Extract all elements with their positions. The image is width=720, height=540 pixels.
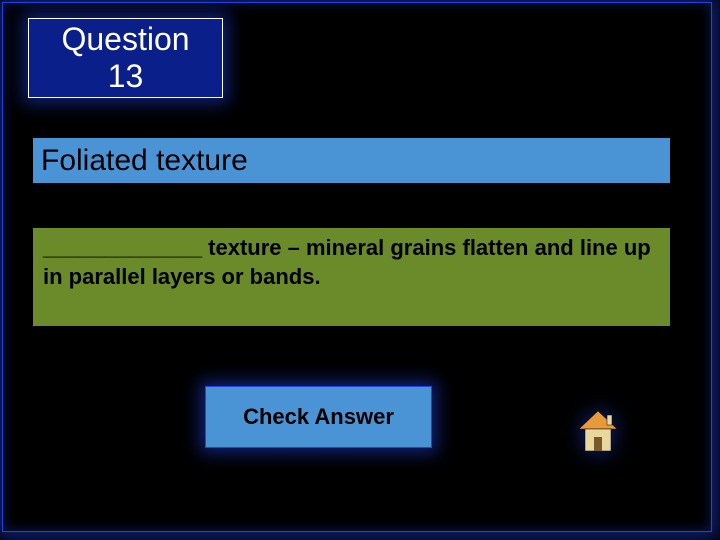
question-label-line2: 13 bbox=[108, 58, 144, 94]
check-answer-label: Check Answer bbox=[243, 404, 394, 430]
question-text-box: _____________ texture – mineral grains f… bbox=[33, 228, 670, 326]
question-number-box: Question 13 bbox=[28, 18, 223, 98]
home-icon[interactable] bbox=[573, 405, 623, 455]
question-text: _____________ texture – mineral grains f… bbox=[43, 235, 651, 289]
answer-text: Foliated texture bbox=[41, 144, 248, 178]
check-answer-button[interactable]: Check Answer bbox=[205, 386, 432, 448]
answer-box: Foliated texture bbox=[33, 138, 670, 183]
question-number-text: Question 13 bbox=[61, 21, 189, 95]
question-label-line1: Question bbox=[61, 21, 189, 57]
